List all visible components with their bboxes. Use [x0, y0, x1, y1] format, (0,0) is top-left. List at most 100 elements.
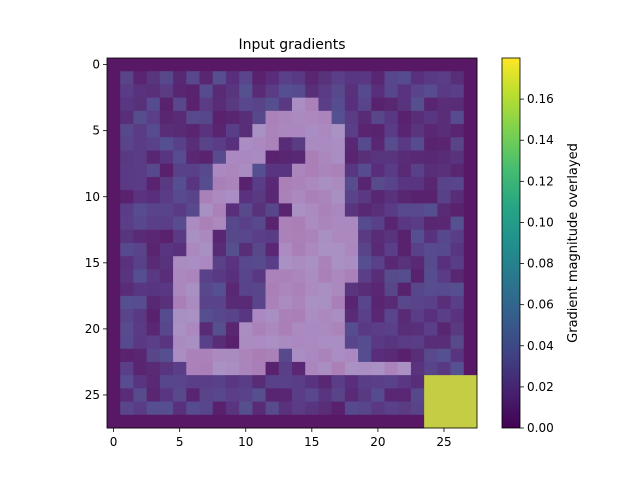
heatmap-cell — [199, 58, 214, 72]
heatmap-cell — [292, 309, 306, 323]
heatmap-cell — [133, 414, 148, 429]
heatmap-cell — [384, 309, 399, 323]
heatmap-cell — [159, 388, 174, 402]
x-tick-label: 0 — [110, 435, 118, 449]
x-axis: 0 5 10 15 20 25 — [110, 428, 452, 449]
heatmap-cell — [424, 375, 438, 389]
heatmap-cell — [318, 401, 333, 416]
colorbar-tick-label: 0.00 — [527, 421, 554, 435]
heatmap-cell — [159, 176, 174, 191]
heatmap-cell — [252, 322, 266, 336]
heatmap-cell — [252, 97, 266, 112]
heatmap-cell — [358, 71, 372, 85]
heatmap-cell — [384, 388, 399, 402]
heatmap-cell — [318, 335, 333, 350]
heatmap-cell — [107, 110, 121, 125]
colorbar-tick-label: 0.02 — [527, 380, 554, 394]
heatmap-cell — [133, 110, 148, 125]
heatmap-cell — [305, 361, 319, 376]
heatmap-cell — [239, 84, 253, 99]
heatmap-cell — [318, 110, 333, 125]
heatmap-cell — [173, 348, 187, 363]
heatmap-cell — [146, 269, 161, 284]
heatmap-cell — [212, 282, 227, 297]
heatmap-cell — [146, 97, 161, 112]
heatmap-cell — [437, 295, 451, 310]
heatmap-cell — [305, 348, 319, 363]
heatmap-cell — [371, 163, 385, 178]
heatmap-cell — [278, 375, 293, 389]
heatmap-cell — [186, 58, 200, 72]
heatmap-cell — [292, 203, 306, 217]
heatmap-cell — [397, 269, 412, 284]
heatmap-cell — [292, 269, 306, 284]
heatmap-cell — [239, 150, 253, 165]
heatmap-cell — [292, 58, 306, 72]
heatmap-cell — [133, 361, 148, 376]
heatmap-cell — [159, 309, 174, 323]
heatmap-cell — [199, 295, 214, 310]
heatmap-cell — [437, 401, 451, 416]
heatmap-cell — [450, 163, 465, 178]
heatmap-cell — [384, 163, 399, 178]
heatmap-cell — [212, 256, 227, 270]
heatmap-cell — [107, 348, 121, 363]
heatmap-cell — [239, 375, 253, 389]
heatmap-cell — [159, 414, 174, 429]
heatmap-cell — [344, 309, 359, 323]
heatmap-cell — [199, 163, 214, 178]
heatmap-cell — [173, 190, 187, 204]
heatmap-cell — [450, 401, 465, 416]
heatmap-cell — [410, 216, 425, 231]
heatmap-cell — [278, 256, 293, 270]
heatmap-cell — [384, 97, 399, 112]
heatmap-cell — [318, 282, 333, 297]
heatmap-cell — [173, 322, 187, 336]
heatmap-cell — [107, 229, 121, 244]
heatmap-cell — [450, 335, 465, 350]
heatmap-cell — [384, 348, 399, 363]
heatmap-cell — [358, 163, 372, 178]
heatmap-cell — [159, 216, 174, 231]
heatmap-cell — [239, 388, 253, 402]
heatmap-cell — [186, 216, 200, 231]
heatmap-cell — [239, 124, 253, 138]
heatmap-cell — [318, 243, 333, 257]
heatmap-cell — [265, 124, 280, 138]
heatmap-cell — [133, 375, 148, 389]
heatmap-cell — [331, 58, 346, 72]
heatmap-cell — [305, 229, 319, 244]
heatmap-cell — [305, 256, 319, 270]
heatmap-cell — [159, 58, 174, 72]
heatmap-cell — [450, 414, 465, 429]
heatmap-cell — [120, 163, 134, 178]
heatmap-cell — [212, 203, 227, 217]
heatmap-cell — [159, 124, 174, 138]
heatmap-cell — [265, 58, 280, 72]
heatmap-cell — [292, 322, 306, 336]
heatmap-cell — [252, 243, 266, 257]
heatmap-cell — [424, 309, 438, 323]
heatmap-cell — [199, 375, 214, 389]
heatmap-cell — [410, 71, 425, 85]
heatmap-cell — [265, 282, 280, 297]
heatmap-cell — [371, 375, 385, 389]
heatmap-cell — [120, 361, 134, 376]
heatmap-cell — [186, 71, 200, 85]
heatmap-cell — [410, 243, 425, 257]
heatmap-cell — [159, 401, 174, 416]
colorbar-tick-label: 0.08 — [527, 257, 554, 271]
heatmap-cell — [278, 243, 293, 257]
heatmap-cell — [278, 110, 293, 125]
heatmap-cell — [278, 137, 293, 151]
heatmap-cell — [278, 124, 293, 138]
heatmap-cell — [292, 229, 306, 244]
heatmap-cell — [331, 309, 346, 323]
heatmap-cell — [265, 401, 280, 416]
heatmap-cell — [120, 335, 134, 350]
heatmap-cell — [305, 388, 319, 402]
heatmap-cell — [344, 375, 359, 389]
heatmap-cell — [358, 190, 372, 204]
heatmap-cell — [424, 84, 438, 99]
